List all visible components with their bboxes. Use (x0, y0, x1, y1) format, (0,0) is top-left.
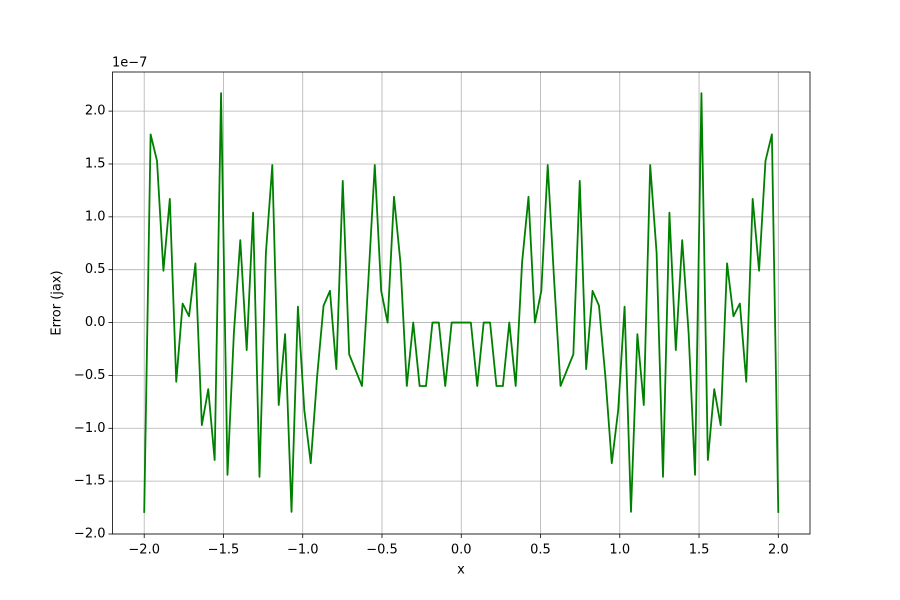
axes-frame (112, 71, 811, 535)
x-tick-label: 1.0 (609, 543, 630, 558)
y-tick-label: −0.5 (74, 368, 106, 383)
data-line (143, 92, 780, 513)
y-tick-label: 2.0 (85, 104, 106, 119)
y-tick-label: 0.5 (85, 262, 106, 277)
x-tick-label: −0.5 (366, 543, 398, 558)
x-tick-label: 1.5 (689, 543, 710, 558)
x-tick-label: 0.5 (530, 543, 551, 558)
y-tick-label: 1.5 (85, 156, 106, 171)
y-offset-label: 1e−7 (112, 56, 147, 71)
y-tick-label: −1.0 (74, 421, 106, 436)
y-axis-label: Error (jax) (50, 270, 65, 335)
x-tick-label: −2.0 (128, 543, 160, 558)
y-tick-label: 1.0 (85, 209, 106, 224)
y-tick-label: −1.5 (74, 474, 106, 489)
x-tick-label: 2.0 (768, 543, 789, 558)
y-tick-label: −2.0 (74, 527, 106, 542)
x-tick-label: 0.0 (451, 543, 472, 558)
y-tick-label: 0.0 (85, 315, 106, 330)
x-axis-label: x (457, 563, 465, 578)
x-tick-label: −1.0 (287, 543, 319, 558)
x-tick-label: −1.5 (208, 543, 240, 558)
